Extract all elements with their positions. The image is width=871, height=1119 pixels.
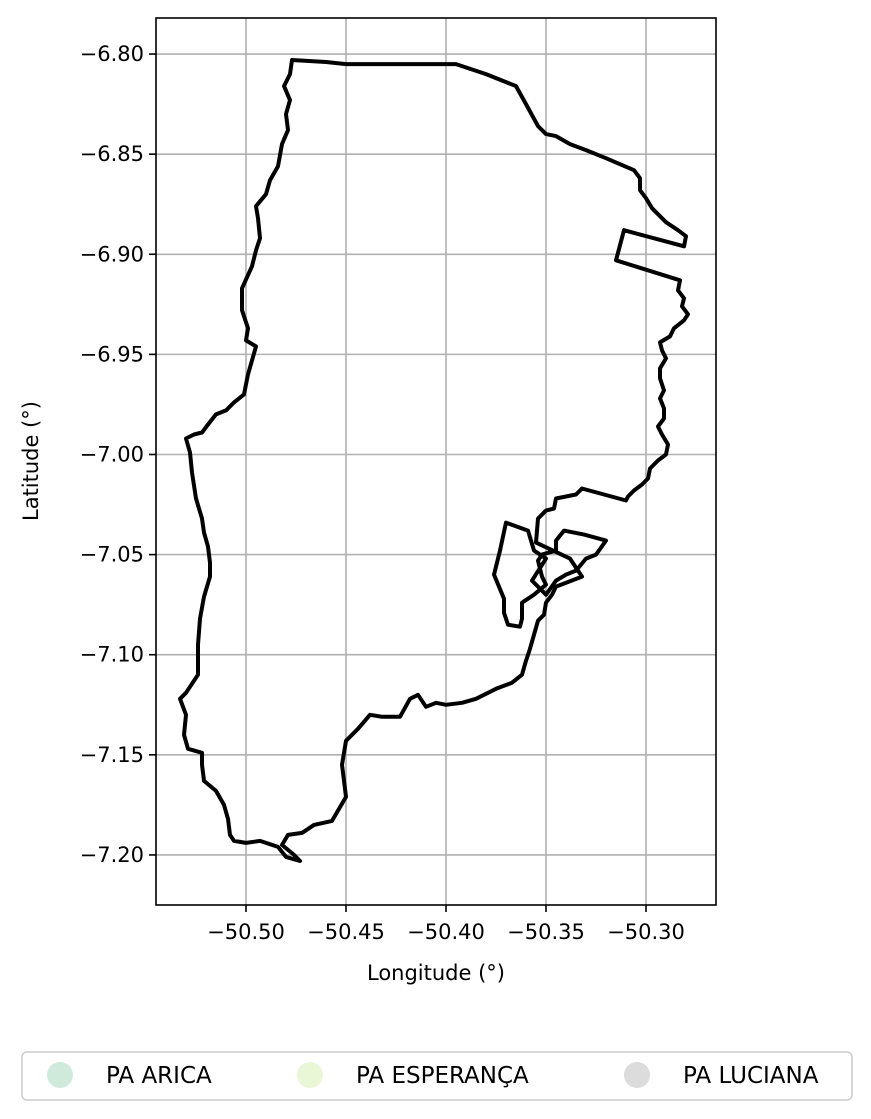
y-tick-label: −6.90: [80, 242, 144, 266]
legend-item: PA LUCIANA: [624, 1062, 819, 1089]
legend-marker: [297, 1062, 323, 1088]
y-tick-label: −6.80: [80, 42, 144, 66]
legend-items: PA ARICA PA ESPERANÇA PA LUCIANA: [47, 1062, 819, 1089]
legend: PA ARICA PA ESPERANÇA PA LUCIANA: [21, 1051, 853, 1101]
boundary-layer: [178, 58, 690, 863]
x-tick-label: −50.30: [607, 920, 685, 944]
y-axis-label: Latitude (°): [19, 401, 43, 521]
x-tick-label: −50.45: [307, 920, 385, 944]
grid-lines: [156, 18, 716, 905]
legend-label: PA LUCIANA: [683, 1063, 819, 1089]
y-tick-label: −7.15: [80, 743, 144, 767]
x-tick-label: −50.40: [407, 920, 485, 944]
legend-label: PA ESPERANÇA: [356, 1063, 529, 1089]
legend-item: PA ESPERANÇA: [297, 1062, 529, 1089]
boundary-polygon-1: [178, 58, 690, 863]
legend-marker: [624, 1062, 650, 1088]
legend-marker: [47, 1062, 73, 1088]
plot-background: [156, 18, 716, 905]
y-tick-label: −6.85: [80, 142, 144, 166]
legend-label: PA ARICA: [106, 1063, 212, 1089]
plot-frame: [155, 17, 717, 906]
plot-area: −50.50 −50.45 −50.40 −50.35 −50.30 −6.80−6.8…: [80, 17, 717, 944]
y-tick-label: −7.10: [80, 643, 144, 667]
legend-frame: [21, 1051, 853, 1101]
y-tick-label: −6.95: [80, 342, 144, 366]
x-tick-label: −50.50: [207, 920, 285, 944]
y-tick-label: −7.00: [80, 442, 144, 466]
y-tick-label: −7.05: [80, 543, 144, 567]
y-tick-label: −7.20: [80, 843, 144, 867]
x-axis-ticks: −50.50 −50.45 −50.40 −50.35 −50.30: [207, 905, 685, 944]
x-axis-label: Longitude (°): [367, 961, 505, 985]
legend-item: PA ARICA: [47, 1062, 212, 1089]
x-tick-label: −50.35: [507, 920, 585, 944]
y-axis-ticks: −6.80 −6.85 −6.90 −6.95 −7.00 −7.05 −7.10 −7.15…: [80, 42, 156, 867]
boundary-polygon-2: [492, 520, 608, 629]
